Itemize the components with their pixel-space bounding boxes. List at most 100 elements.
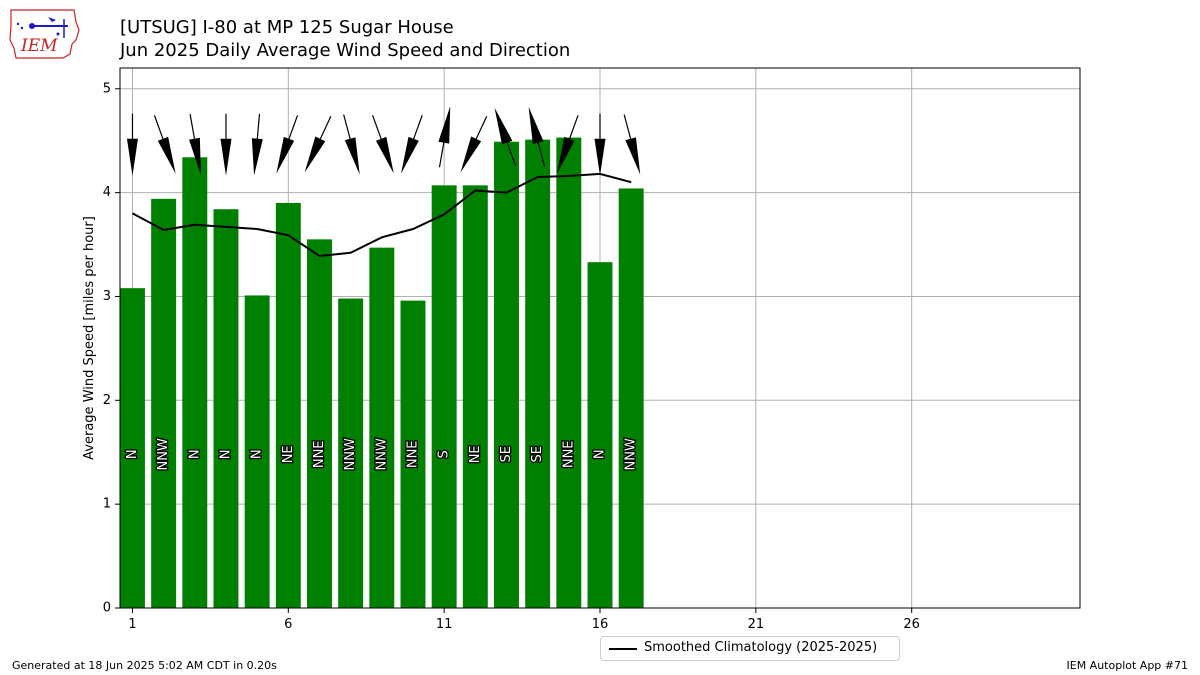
legend: Smoothed Climatology (2025-2025) [600, 636, 900, 661]
legend-climatology-label: Smoothed Climatology (2025-2025) [644, 640, 878, 655]
wind-arrow-head [189, 137, 201, 176]
y-tick-label: 4 [103, 185, 111, 200]
climatology-line [132, 172, 632, 258]
y-tick-label: 0 [103, 601, 111, 616]
x-tick-label: 11 [436, 617, 453, 632]
wind-arrow-shaft [256, 113, 261, 141]
direction-label: NE [468, 445, 483, 463]
wind-arrow [494, 107, 517, 167]
wind-arrow-shaft [318, 115, 332, 141]
wind-arrow-head [625, 137, 641, 175]
direction-label: NNW [343, 438, 358, 470]
direction-label: N [593, 449, 608, 459]
bar [275, 203, 301, 608]
direction-label: N [250, 449, 265, 459]
bar [244, 295, 270, 608]
wind-arrow-head [401, 136, 419, 174]
direction-label: NNE [405, 440, 420, 468]
wind-arrow-head [251, 138, 263, 176]
wind-arrow-head [594, 138, 606, 176]
direction-label: NNE [312, 440, 327, 468]
wind-arrow-shaft [537, 140, 546, 167]
direction-label: NNW [374, 438, 389, 470]
wind-arrow [528, 106, 546, 167]
direction-label: SE [499, 446, 514, 462]
chart-title: [UTSUG] I-80 at MP 125 Sugar House [120, 17, 454, 38]
wind-arrow [276, 115, 299, 174]
bar [618, 188, 644, 608]
bar [307, 239, 332, 608]
wind-arrow-head [460, 136, 482, 173]
bar [182, 157, 208, 609]
bar [213, 209, 239, 608]
x-tick-label: 21 [748, 617, 765, 632]
wind-arrow [304, 115, 332, 173]
iem-iowa-map-logo: IEM [9, 9, 80, 59]
wind-arrow [460, 115, 488, 173]
direction-label: NNW [156, 438, 171, 470]
direction-label: N [218, 449, 233, 459]
bar [587, 262, 613, 608]
x-tick-label: 6 [284, 617, 292, 632]
generated-timestamp: Generated at 18 Jun 2025 5:02 AM CDT in … [12, 659, 277, 672]
wind-arrow-shaft [189, 113, 196, 141]
wind-arrow-shaft [343, 114, 352, 141]
wind-arrow [372, 115, 394, 174]
bar [151, 198, 177, 608]
chart-subtitle: Jun 2025 Daily Average Wind Speed and Di… [120, 40, 571, 61]
bar [494, 141, 519, 608]
wind-arrow-head [528, 106, 544, 145]
wind-arrow [251, 113, 263, 176]
wind-arrow-head [375, 136, 394, 174]
wind-arrow [438, 106, 451, 168]
wind-direction-arrows [126, 106, 641, 176]
direction-label: S [437, 450, 452, 458]
bar [431, 185, 457, 608]
wind-arrow-shaft [623, 114, 632, 141]
y-tick-label: 3 [103, 289, 111, 304]
wind-arrow [594, 113, 606, 176]
direction-label: NNE [561, 440, 576, 468]
y-tick-label: 1 [103, 497, 111, 512]
y-axis-label: Average Wind Speed [miles per hour] [82, 216, 97, 460]
wind-arrow [343, 114, 360, 175]
wind-arrow-shaft [153, 115, 165, 141]
y-tick-label: 5 [103, 81, 111, 96]
direction-label: NNW [624, 438, 639, 470]
logo-text: IEM [20, 36, 58, 56]
x-tick-label: 26 [903, 617, 920, 632]
bar [400, 300, 426, 608]
wind-arrow [153, 115, 176, 174]
x-tick-label: 16 [592, 617, 609, 632]
wind-arrow-head [304, 136, 326, 173]
wind-arrow [556, 115, 579, 174]
wind-arrow [126, 113, 138, 176]
wind-arrow [189, 113, 201, 176]
wind-arrow-head [276, 136, 295, 174]
wind-arrow-shaft [287, 115, 299, 141]
wind-arrow-head [157, 136, 176, 174]
bar [556, 137, 582, 609]
bar [120, 288, 145, 608]
bar [462, 185, 488, 608]
direction-labels: N NNW N N N NE NNE NNW NNW NNE S NE SE SE NNE N NNW [124, 437, 640, 472]
bar [525, 139, 551, 608]
direction-label: NE [281, 445, 296, 463]
direction-label: N [187, 449, 202, 459]
x-tick-label: 1 [128, 617, 136, 632]
wind-arrow-head [556, 136, 575, 174]
app-id: IEM Autoplot App #71 [1066, 659, 1189, 672]
wind-arrow-shaft [568, 115, 579, 141]
bar [369, 247, 395, 608]
wind-arrow-shaft [372, 115, 383, 141]
bar [338, 298, 364, 608]
legend-climatology-swatch [609, 648, 637, 650]
bar-series [120, 137, 644, 609]
wind-arrow-head [344, 137, 360, 175]
direction-label: N [125, 449, 140, 459]
wind-arrow-shaft [505, 140, 517, 167]
wind-arrow-shaft [474, 115, 488, 141]
wind-arrow-head [126, 138, 138, 176]
wind-arrow-head [494, 107, 513, 145]
